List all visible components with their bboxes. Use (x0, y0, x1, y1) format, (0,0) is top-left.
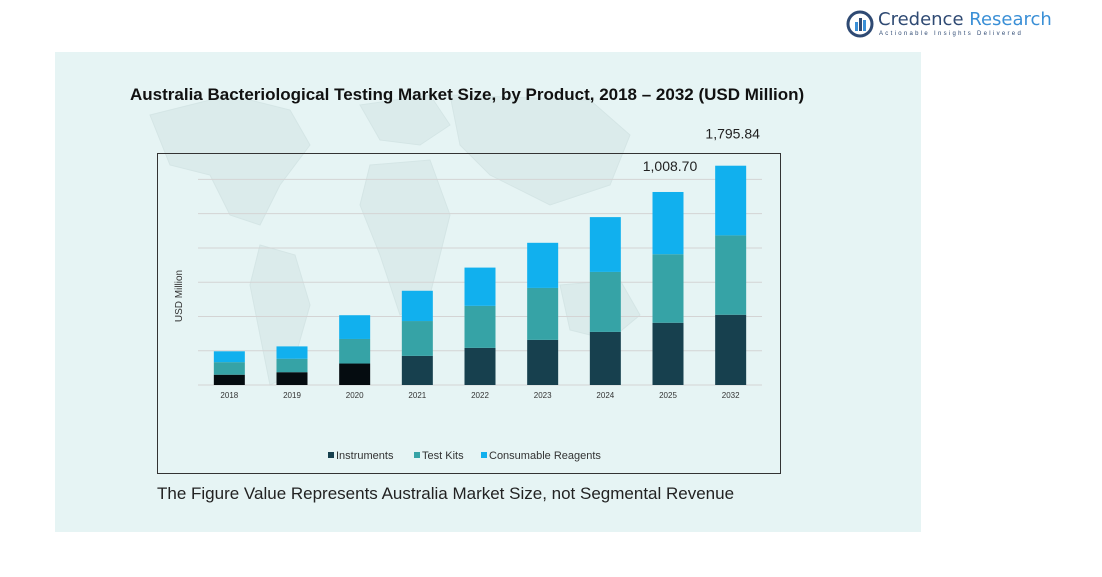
bar-instruments (589, 331, 621, 385)
bar-instruments (527, 339, 559, 385)
bar-consumable-reagents (213, 351, 245, 363)
chart-title: Australia Bacteriological Testing Market… (130, 85, 805, 104)
bar-instruments (715, 314, 747, 385)
bar-test-kits (339, 338, 371, 364)
legend-label: Consumable Reagents (489, 450, 601, 462)
x-tick-label: 2032 (722, 391, 740, 400)
bar-test-kits (652, 254, 684, 323)
x-tick-label: 2018 (220, 391, 238, 400)
logo-mark-icon (846, 10, 874, 38)
bar-test-kits (589, 271, 621, 332)
legend-label: Test Kits (422, 450, 464, 462)
bar-consumable-reagents (464, 267, 496, 306)
legend-swatch (328, 452, 334, 458)
data-label: 1,008.70 (643, 158, 698, 174)
bar-test-kits (464, 305, 496, 348)
bar-instruments (652, 322, 684, 385)
x-tick-label: 2023 (534, 391, 552, 400)
x-tick-label: 2019 (283, 391, 301, 400)
bar-instruments (276, 372, 308, 385)
brand-name-part2: Research (963, 9, 1052, 30)
bar-instruments (339, 363, 371, 385)
bar-consumable-reagents (589, 217, 621, 272)
x-tick-label: 2022 (471, 391, 489, 400)
bar-consumable-reagents (715, 165, 747, 236)
bar-test-kits (401, 321, 433, 356)
legend-swatch (481, 452, 487, 458)
bar-instruments (401, 355, 433, 385)
legend-label: Instruments (336, 450, 394, 462)
x-tick-label: 2025 (659, 391, 677, 400)
y-axis-label: USD Million (174, 270, 185, 322)
bar-consumable-reagents (339, 315, 371, 339)
x-tick-label: 2020 (346, 391, 364, 400)
bar-test-kits (715, 235, 747, 315)
x-tick-label: 2024 (596, 391, 614, 400)
bar-test-kits (213, 362, 245, 375)
legend-swatch (414, 452, 420, 458)
bar-consumable-reagents (276, 346, 308, 359)
bar-consumable-reagents (527, 242, 559, 288)
bar-consumable-reagents (401, 290, 433, 322)
bar-test-kits (527, 287, 559, 340)
bar-test-kits (276, 358, 308, 373)
brand-name-part1: Credence (878, 9, 964, 30)
bar-consumable-reagents (652, 191, 684, 255)
x-tick-label: 2021 (408, 391, 426, 400)
data-label: 1,795.84 (705, 126, 760, 142)
brand-logo: Credence Research Actionable Insights De… (846, 8, 1052, 44)
bar-instruments (213, 374, 245, 385)
chart-footnote: The Figure Value Represents Australia Ma… (157, 484, 735, 503)
chart-frame (157, 153, 781, 474)
brand-name: Credence Research (878, 9, 1052, 30)
bar-instruments (464, 347, 496, 385)
brand-tagline: Actionable Insights Delivered (879, 31, 1024, 37)
